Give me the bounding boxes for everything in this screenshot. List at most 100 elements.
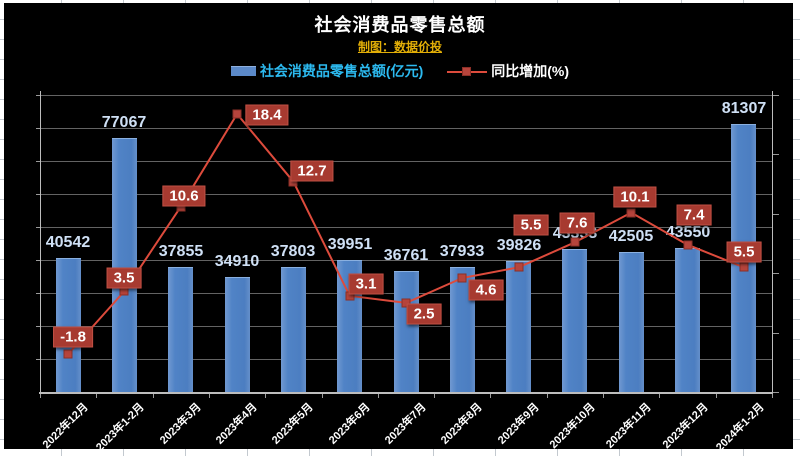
line-point-marker — [570, 237, 580, 247]
y-axis-right-tick — [773, 273, 779, 274]
line-series-swatch-icon — [447, 66, 488, 76]
x-axis-label: 2023年4月 — [213, 401, 260, 447]
line-value-label: 3.5 — [106, 267, 142, 289]
x-axis-tick — [40, 394, 41, 398]
x-axis-tick — [322, 394, 323, 398]
bar — [562, 249, 587, 392]
bar-value-label: 77067 — [101, 114, 147, 131]
x-axis-label: 2023年8月 — [438, 401, 485, 447]
line-point-marker — [739, 262, 749, 272]
x-axis-label: 2023年9月 — [495, 401, 542, 447]
x-axis-tick — [96, 394, 97, 398]
line-value-label: 7.4 — [676, 204, 712, 226]
x-axis-label: 2023年12月 — [660, 401, 711, 452]
bar-value-label: 39826 — [496, 237, 542, 254]
spreadsheet-edge-left — [0, 0, 4, 456]
bar-value-label: 37855 — [158, 243, 204, 260]
legend-item-bar-series: 社会消费品零售总额(亿元) — [230, 61, 424, 81]
x-axis-tick — [772, 394, 773, 398]
y-axis-right-tick — [773, 154, 779, 155]
bar — [619, 252, 644, 392]
x-axis-label: 2023年6月 — [326, 401, 373, 447]
x-axis — [39, 392, 773, 394]
x-axis-label: 2023年11月 — [604, 401, 654, 451]
chart-title: 社会消费品零售总额 — [314, 15, 486, 35]
x-axis-tick — [603, 394, 604, 398]
y-axis-left-tick — [36, 293, 40, 294]
bar — [394, 271, 419, 392]
bar — [112, 138, 137, 392]
x-axis-tick — [716, 394, 717, 398]
x-axis-tick — [265, 394, 266, 398]
y-axis-left-tick — [36, 359, 40, 360]
x-axis-label: 2023年10月 — [547, 401, 598, 452]
chart-subtitle: 制图：数据价投 — [357, 40, 442, 54]
x-axis-label: 2024年1-2月 — [714, 401, 767, 454]
gridline — [40, 227, 772, 228]
x-axis-tick — [209, 394, 210, 398]
line-value-label: 18.4 — [245, 104, 289, 126]
bar-value-label: 34910 — [214, 253, 260, 270]
y-axis-left-tick — [36, 227, 40, 228]
line-point-marker — [457, 273, 467, 283]
bar-value-label: 37803 — [270, 243, 316, 260]
gridline — [40, 128, 772, 129]
line-point-marker — [514, 262, 524, 272]
bar-value-label: 36761 — [383, 247, 429, 264]
line-value-label: 5.5 — [726, 241, 762, 263]
bar-value-label: 42505 — [608, 228, 654, 245]
line-point-marker — [626, 208, 636, 218]
y-axis-left-tick — [36, 95, 40, 96]
x-axis-label: 2023年5月 — [269, 401, 316, 447]
line-value-label: 10.6 — [162, 185, 206, 207]
line-value-label: 7.6 — [559, 212, 595, 234]
bar — [506, 261, 531, 392]
y-axis-right-tick — [773, 214, 779, 215]
line-value-label: 3.1 — [348, 273, 384, 295]
bar — [281, 267, 306, 392]
x-axis-label: 2023年3月 — [157, 401, 204, 447]
line-value-label: -1.8 — [53, 326, 93, 348]
bar-value-label: 37933 — [439, 243, 485, 260]
spreadsheet-edge-right — [793, 0, 800, 456]
spreadsheet-edge-top — [0, 0, 800, 3]
y-axis-left — [40, 91, 41, 393]
line-value-label: 10.1 — [613, 186, 657, 208]
y-axis-left-tick — [36, 194, 40, 195]
x-axis-tick — [153, 394, 154, 398]
x-axis-tick — [378, 394, 379, 398]
chart-legend: 社会消费品零售总额(亿元) 同比增加(%) — [0, 61, 800, 81]
y-axis-right — [772, 91, 773, 393]
x-axis-tick — [659, 394, 660, 398]
line-value-label: 4.6 — [468, 279, 504, 301]
x-axis-label: 2023年7月 — [382, 401, 429, 447]
gridline — [40, 95, 772, 96]
y-axis-right-tick — [773, 333, 779, 334]
y-axis-right-tick — [773, 392, 779, 393]
y-axis-left-tick — [36, 260, 40, 261]
bar-value-label: 39951 — [327, 236, 373, 253]
gridline — [40, 161, 772, 162]
bar-value-label: 40542 — [45, 234, 91, 251]
y-axis-right-tick — [773, 95, 779, 96]
bar — [56, 258, 81, 392]
line-value-label: 2.5 — [406, 303, 442, 325]
bar — [168, 267, 193, 392]
bar — [675, 248, 700, 392]
legend-item-line-series: 同比增加(%) — [447, 61, 569, 81]
spreadsheet-edge-bottom — [0, 449, 800, 456]
x-axis-tick — [490, 394, 491, 398]
y-axis-left-tick — [36, 128, 40, 129]
line-value-label: 5.5 — [513, 214, 549, 236]
bar-series-swatch-icon — [230, 66, 256, 76]
bar-value-label: 81307 — [721, 100, 767, 117]
y-axis-left-tick — [36, 326, 40, 327]
x-axis-label: 2022年12月 — [40, 401, 91, 452]
y-axis-left-tick — [36, 161, 40, 162]
legend-bar-label: 社会消费品零售总额(亿元) — [259, 63, 424, 79]
x-axis-tick — [547, 394, 548, 398]
line-point-marker — [232, 109, 242, 119]
x-axis-tick — [434, 394, 435, 398]
line-point-marker — [63, 349, 73, 359]
